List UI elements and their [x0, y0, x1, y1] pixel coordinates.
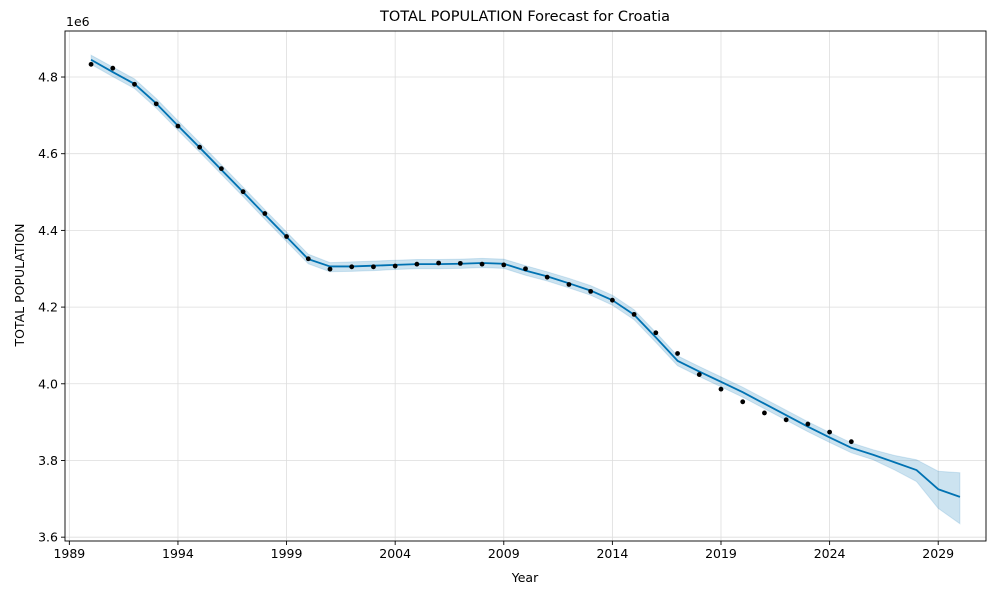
observed-point: [848, 439, 854, 445]
uncertainty-interval-band: [90, 54, 961, 525]
observed-points: [88, 61, 854, 445]
y-tick-label: 4.8: [38, 70, 58, 85]
observed-point: [501, 262, 507, 268]
observed-point: [392, 263, 398, 269]
observed-point: [827, 429, 833, 435]
observed-point: [479, 261, 485, 267]
x-tick-label: 2014: [596, 546, 628, 561]
x-tick-label: 1989: [53, 546, 85, 561]
observed-point: [805, 421, 811, 427]
observed-point: [588, 288, 594, 294]
observed-point: [175, 123, 181, 129]
observed-point: [718, 386, 724, 392]
x-tick-label: 2024: [814, 546, 846, 561]
x-tick-label: 1994: [162, 546, 194, 561]
observed-point: [457, 260, 463, 266]
x-tick-label: 2009: [488, 546, 520, 561]
observed-point: [371, 264, 376, 270]
observed-point: [523, 266, 528, 272]
plot-frame: [64, 30, 987, 542]
observed-point: [566, 282, 572, 287]
y-tick-label: 3.8: [38, 453, 58, 468]
x-tick-label: 2029: [922, 546, 954, 561]
y-tick-label: 4.0: [38, 376, 58, 391]
observed-point: [696, 372, 702, 377]
observed-point: [262, 211, 268, 216]
y-axis-label: TOTAL POPULATION: [12, 223, 27, 347]
observed-point: [240, 189, 246, 195]
x-tick-label: 2004: [379, 546, 411, 561]
observed-point: [305, 256, 311, 262]
y-axis-offset-label: 1e6: [66, 14, 90, 29]
observed-point: [197, 144, 203, 150]
observed-point: [327, 266, 333, 272]
observed-point: [284, 234, 289, 239]
observed-point: [132, 81, 137, 87]
chart-title: TOTAL POPULATION Forecast for Croatia: [379, 9, 670, 25]
observed-point: [783, 417, 789, 423]
observed-point: [740, 399, 746, 405]
x-axis-ticks: 1989 1994 1999 2004 2009 2014 2019 2024 2029: [53, 541, 954, 561]
observed-point: [653, 330, 659, 336]
observed-point: [675, 351, 680, 356]
observed-point: [218, 166, 224, 172]
y-tick-label: 3.6: [38, 530, 58, 545]
x-tick-label: 2019: [705, 546, 737, 561]
y-tick-label: 4.4: [38, 223, 58, 238]
x-axis-label: Year: [511, 570, 539, 585]
observed-point: [88, 61, 94, 67]
y-tick-label: 4.2: [38, 300, 58, 315]
observed-point: [762, 410, 767, 416]
observed-point: [414, 261, 420, 267]
observed-point: [631, 311, 637, 317]
y-tick-label: 4.6: [38, 146, 58, 161]
grid-lines: [65, 31, 986, 541]
observed-point: [110, 65, 116, 71]
y-axis-ticks: 3.6 3.8 4.0 4.2 4.4 4.6 4.8: [38, 70, 65, 545]
observed-point: [153, 101, 159, 107]
observed-point: [436, 260, 442, 266]
x-tick-label: 1999: [271, 546, 303, 561]
observed-point: [349, 264, 355, 270]
observed-point: [609, 297, 615, 303]
observed-point: [544, 274, 550, 280]
